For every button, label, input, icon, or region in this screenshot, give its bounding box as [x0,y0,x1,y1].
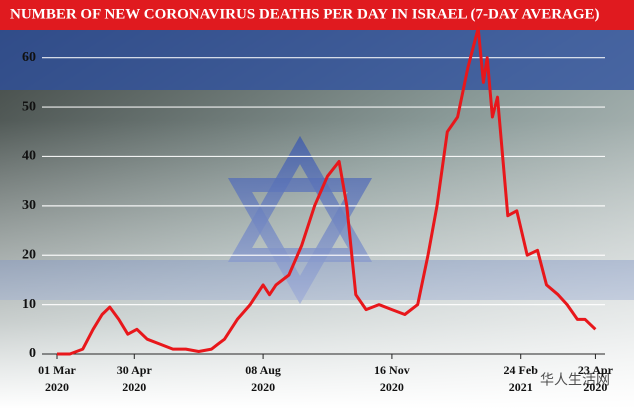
flag-stripe [0,30,634,90]
y-tick-label: 50 [22,99,36,114]
watermark: 华人生活网 [540,372,610,388]
x-tick-label: 24 Feb 2021 [503,363,538,394]
x-tick-label: 16 Nov 2020 [374,363,410,394]
x-tick-label: 30 Apr 2020 [116,363,152,394]
y-tick-label: 10 [22,297,36,312]
x-tick-label: 01 Mar 2020 [38,363,76,394]
y-tick-label: 40 [22,149,36,164]
plot: 0 10 20 30 40 50 60 [22,26,605,361]
chart-title: NUMBER OF NEW CORONAVIRUS DEATHS PER DAY… [10,6,600,22]
fade [0,120,634,409]
y-tick-label: 20 [22,247,36,262]
y-tick-label: 60 [22,50,36,65]
x-tick-label: 23 Apr 2020 [577,363,613,394]
x-tick-label: 08 Aug 2020 [245,363,281,394]
y-tick-label: 30 [22,198,36,213]
title-banner [0,0,634,30]
y-tick-label: 0 [29,346,36,361]
line-series [57,26,597,356]
